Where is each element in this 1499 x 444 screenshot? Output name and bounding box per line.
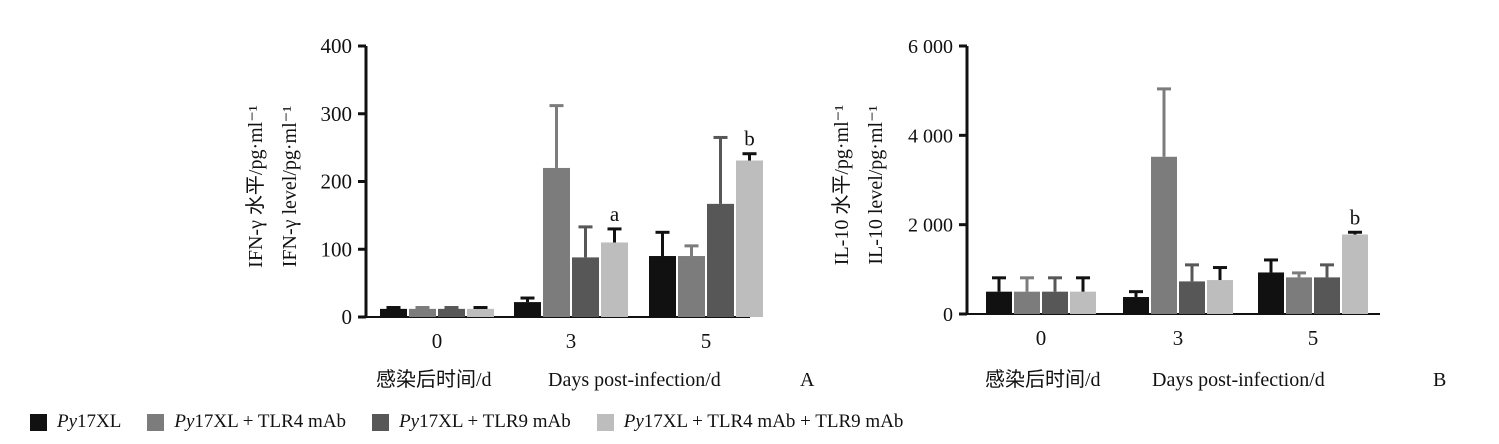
- bar: [1314, 277, 1340, 314]
- panel-label: B: [1433, 369, 1446, 391]
- legend: Py17XL Py17XL + TLR4 mAb Py17XL + TLR9 m…: [30, 409, 929, 435]
- legend-item-tlr9: Py17XL + TLR9 mAb: [372, 411, 571, 433]
- x-tick-label: 5: [701, 329, 712, 353]
- y-axis-label-en: IFN-γ level/pg·ml⁻¹: [279, 106, 301, 267]
- bar: [514, 302, 541, 317]
- legend-swatch: [596, 413, 614, 431]
- bar: [707, 203, 734, 317]
- x-tick-label: 0: [432, 329, 443, 353]
- bar: [649, 256, 676, 317]
- legend-swatch: [372, 413, 390, 431]
- bar: [1258, 272, 1284, 314]
- bar: [1123, 297, 1149, 314]
- y-tick-label: 200: [321, 170, 353, 194]
- bar: [1151, 156, 1177, 314]
- y-tick-label: 2 000: [908, 215, 953, 237]
- chart-panel-a: 0 100 200 300 400 0 3 5 a b IFN-γ 水平/pg·ml⁻¹ IFN-γ …: [244, 34, 815, 391]
- significance-label: b: [744, 127, 755, 151]
- legend-item-tlr4: Py17XL + TLR4 mAb: [147, 411, 346, 433]
- y-axis-label-cn: IFN-γ 水平/pg·ml⁻¹: [244, 105, 267, 268]
- bar: [467, 308, 494, 317]
- bar: [438, 308, 465, 317]
- bar: [736, 160, 763, 317]
- legend-swatch: [30, 413, 47, 431]
- bar: [543, 167, 570, 317]
- y-tick-label: 400: [321, 34, 353, 58]
- legend-label: Py17XL + TLR9 mAb: [399, 411, 571, 432]
- significance-label: b: [1350, 205, 1361, 229]
- y-axis-label-en: IL-10 level/pg·ml⁻¹: [865, 105, 887, 264]
- x-tick-label: 0: [1036, 326, 1047, 350]
- x-tick-label: 3: [1173, 326, 1184, 350]
- y-tick-label: 6 000: [908, 36, 953, 58]
- legend-item-py17xl: Py17XL: [30, 411, 121, 433]
- bar: [1342, 234, 1368, 314]
- panel-label: A: [800, 369, 815, 391]
- x-tick-label: 5: [1308, 326, 1319, 350]
- x-tick-label: 3: [566, 329, 577, 353]
- y-axis-label-cn: IL-10 水平/pg·ml⁻¹: [830, 105, 853, 265]
- legend-item-tlr4-tlr9: Py17XL + TLR4 mAb + TLR9 mAb: [596, 411, 904, 433]
- bar: [601, 242, 628, 317]
- legend-swatch: [147, 413, 165, 431]
- bar: [1042, 291, 1068, 314]
- bar: [678, 256, 705, 317]
- bar: [380, 308, 407, 317]
- bar: [1070, 291, 1096, 314]
- bar: [1286, 277, 1312, 314]
- legend-label: Py17XL: [57, 411, 122, 432]
- chart-panel-b: 0 2 000 4 000 6 000 0 3 5 b IL-10 水平/pg·ml⁻¹ IL-1…: [830, 36, 1446, 391]
- legend-label: Py17XL + TLR4 mAb + TLR9 mAb: [623, 411, 904, 432]
- bar: [409, 308, 436, 317]
- bar: [1014, 291, 1040, 314]
- x-axis-label-en: Days post-infection/d: [1152, 369, 1325, 391]
- bar: [986, 291, 1012, 314]
- y-tick-label: 300: [321, 102, 353, 126]
- x-axis-label-en: Days post-infection/d: [548, 369, 721, 391]
- bar: [572, 257, 599, 317]
- y-tick-label: 0: [342, 305, 353, 329]
- x-axis-label-cn: 感染后时间/d: [985, 368, 1101, 391]
- y-tick-label: 0: [943, 304, 953, 326]
- y-tick-label: 100: [321, 237, 353, 261]
- significance-label: a: [610, 202, 620, 226]
- x-axis-label-cn: 感染后时间/d: [376, 368, 492, 391]
- legend-label: Py17XL + TLR4 mAb: [174, 411, 347, 432]
- bar: [1207, 280, 1233, 314]
- y-tick-label: 4 000: [908, 125, 953, 147]
- bar: [1179, 281, 1205, 314]
